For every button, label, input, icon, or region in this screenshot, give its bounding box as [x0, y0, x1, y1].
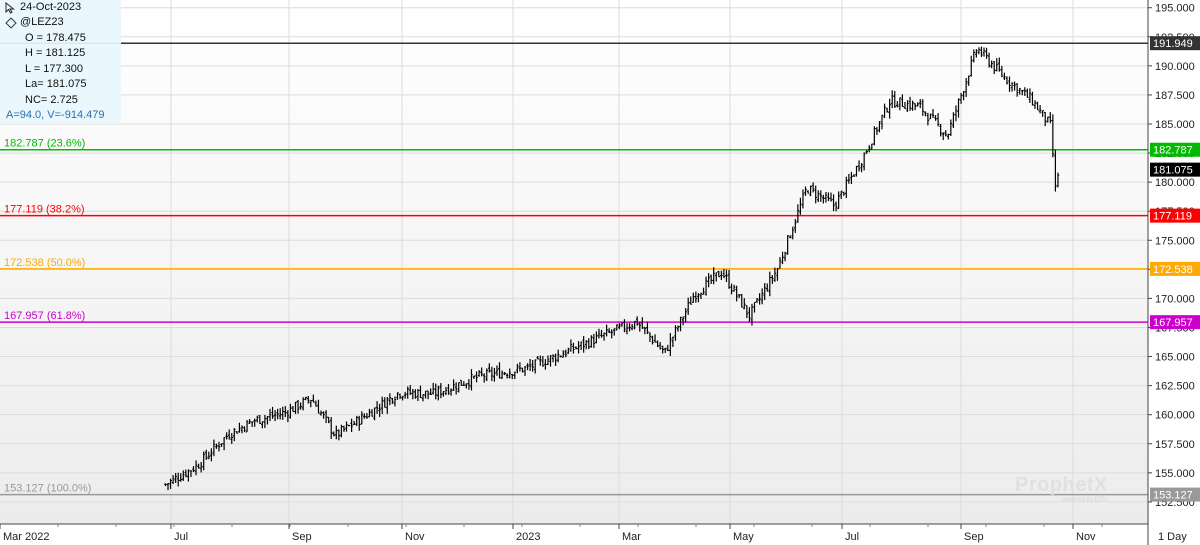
- last-price-tag: [1150, 162, 1200, 177]
- horizontal-gridlines: [0, 7, 1148, 503]
- y-tick-label: 180.000: [1155, 177, 1195, 189]
- fib-left-label: 172.538 (50.0%): [4, 257, 85, 269]
- x-tick-label: Jul: [174, 531, 188, 543]
- cursor-icon: [5, 2, 15, 14]
- y-tick-label: 165.000: [1155, 352, 1195, 364]
- quote-symbol: @LEZ23: [20, 16, 64, 28]
- quote-open: O = 178.475: [25, 32, 86, 44]
- x-tick-label: Jul: [845, 531, 859, 543]
- y-tick-label: 187.500: [1155, 90, 1195, 102]
- y-tick-label: 175.000: [1155, 235, 1195, 247]
- quote-volume: A=94.0, V=-914.479: [6, 109, 105, 121]
- interval-label[interactable]: 1 Day: [1158, 531, 1187, 543]
- x-tick-label: Mar 2022: [3, 531, 49, 543]
- fib-left-label: 182.787 (23.6%): [4, 138, 85, 150]
- last-price-label: 181.075: [1153, 165, 1193, 177]
- fib-price-tag-label: 172.538: [1153, 264, 1193, 276]
- y-tick-label: 195.000: [1155, 3, 1195, 15]
- y-tick-label: 170.000: [1155, 293, 1195, 305]
- x-tick-label: May: [733, 531, 754, 543]
- fib-price-tag: [1150, 142, 1200, 157]
- fib-price-tag: [1150, 315, 1200, 330]
- y-tick-label: 185.000: [1155, 119, 1195, 131]
- quote-last: La= 181.075: [25, 78, 87, 90]
- vertical-gridlines: [170, 0, 1074, 524]
- quote-high: H = 181.125: [25, 47, 86, 59]
- fibonacci-tags: 191.949 182.787 177.119 172.538 167.957 153.1…: [1150, 36, 1200, 502]
- quote-date: 24-Oct-2023: [20, 1, 82, 13]
- fib-price-tag-label: 177.119: [1153, 211, 1192, 223]
- x-tick-label: Nov: [1076, 531, 1096, 543]
- prophetx-logo: ProphetX: [1015, 474, 1108, 496]
- x-tick-label: 2023: [516, 531, 540, 543]
- x-tick-label: Sep: [292, 531, 312, 543]
- ohlc-bars: [164, 46, 1060, 491]
- fib-price-tag-label: 153.127: [1153, 490, 1193, 502]
- symbol-diamond-icon: [5, 17, 17, 29]
- fib-price-tag: [1150, 208, 1200, 223]
- fib-price-tag: [1150, 261, 1200, 276]
- y-tick-label: 160.000: [1155, 410, 1195, 422]
- fib-left-label: 167.957 (61.8%): [4, 310, 85, 322]
- fib-price-tag: [1150, 487, 1200, 502]
- plot-area: [0, 0, 1148, 524]
- x-tick-label: Mar: [622, 531, 641, 543]
- y-tick-label: 157.500: [1155, 439, 1195, 451]
- fib-price-tag: [1150, 36, 1200, 51]
- fibonacci-levels: 182.787 (23.6%) 177.119 (38.2%) 172.538 (5…: [0, 42, 1148, 496]
- y-tick-label: 155.000: [1155, 468, 1195, 480]
- quote-info-panel: 24-Oct-2023 @LEZ23 O = 178.475 H = 181.1…: [0, 0, 121, 124]
- prophetx-logo-sub: powered by DTN: [1062, 497, 1108, 503]
- time-axis: Mar 2022 Jul Sep Nov 2023 Mar May Jul Sep Nov: [0, 524, 1103, 543]
- x-tick-label: Nov: [405, 531, 425, 543]
- fib-left-label: 177.119 (38.2%): [4, 204, 85, 216]
- y-tick-label: 190.000: [1155, 61, 1195, 73]
- y-tick-label: 162.500: [1155, 381, 1195, 393]
- fib-price-tag-label: 182.787: [1153, 145, 1193, 157]
- fib-price-tag-label: 167.957: [1153, 317, 1193, 329]
- fib-left-label: 153.127 (100.0%): [4, 483, 91, 495]
- price-axis: 152.500155.000157.500160.000162.500165.0…: [1148, 3, 1195, 509]
- quote-net-change: NC= 2.725: [25, 94, 78, 106]
- x-tick-label: Sep: [964, 531, 984, 543]
- fib-price-tag-label: 191.949: [1153, 38, 1193, 50]
- quote-low: L = 177.300: [25, 63, 84, 75]
